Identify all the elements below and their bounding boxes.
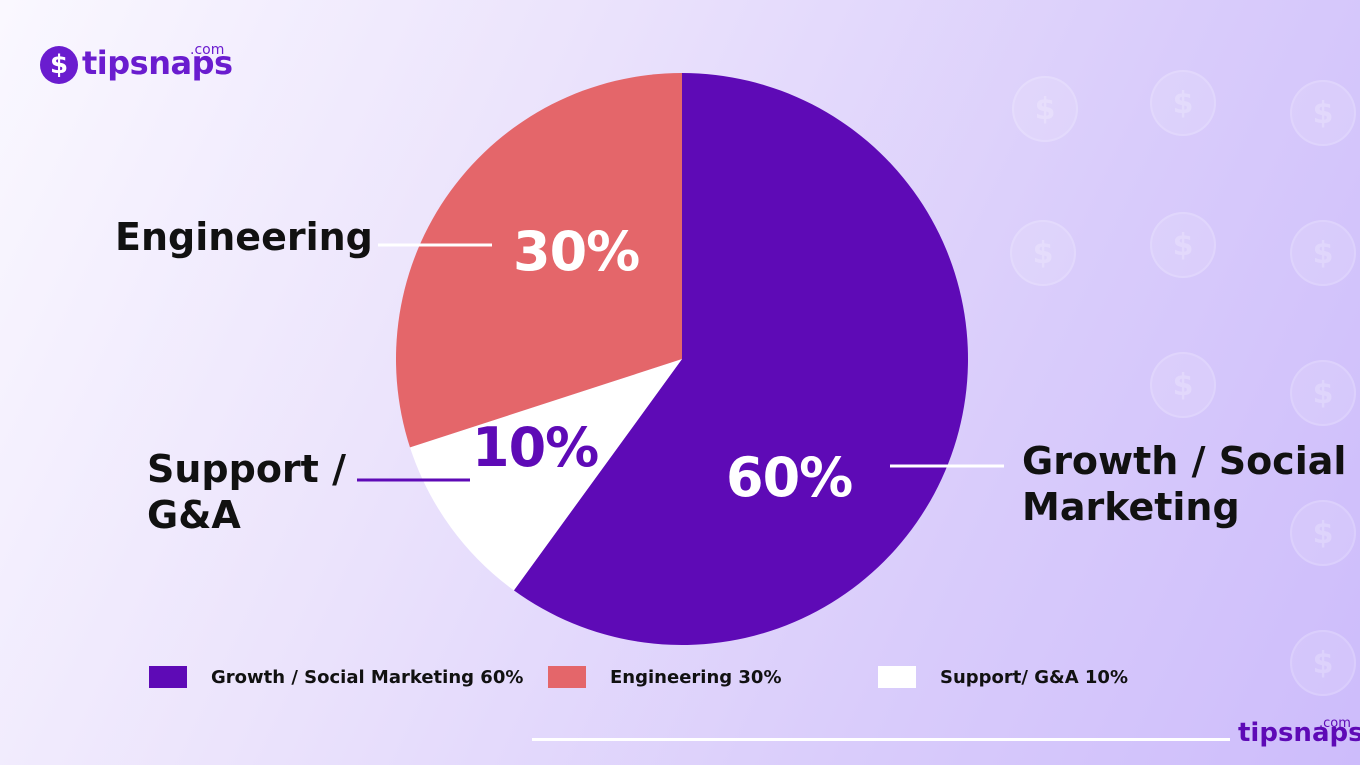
pie-slice-growth-social-marketing <box>513 73 969 645</box>
chart-legend: Growth / Social Marketing 60% Engineerin… <box>0 660 1360 700</box>
legend-label: Growth / Social Marketing 60% <box>211 666 524 688</box>
legend-swatch <box>548 666 586 688</box>
footer-logo-suffix: .com <box>1319 716 1351 731</box>
brand-logo-suffix: .com <box>190 42 225 58</box>
legend-swatch <box>149 666 187 688</box>
bg-coin-icon <box>1290 630 1356 696</box>
callout-engineering-text: Engineering <box>115 215 373 259</box>
bg-coin-icon <box>1150 212 1216 278</box>
bg-coin-icon <box>1290 360 1356 426</box>
pie-slices <box>396 73 969 645</box>
callout-engineering: Engineering <box>115 214 373 260</box>
callout-growth: Growth / Social Marketing <box>1022 438 1352 530</box>
slice-label-engineering: 30% <box>513 220 640 283</box>
bg-coin-icon <box>1010 220 1076 286</box>
bg-coin-icon <box>1150 70 1216 136</box>
pie-slice-support-g-a <box>409 359 682 591</box>
bg-coin-icon <box>1290 500 1356 566</box>
callout-growth-line1: Growth / Social <box>1022 439 1347 483</box>
brand-logo: $ tipsnaps .com <box>40 42 233 84</box>
pie-slice-engineering <box>396 73 682 448</box>
legend-item-engineering: Engineering 30% <box>548 666 782 688</box>
legend-swatch <box>878 666 916 688</box>
callout-support-line1: Support / <box>147 447 346 491</box>
callout-growth-line2: Marketing <box>1022 485 1240 529</box>
callout-support: Support / G&A <box>147 446 367 538</box>
dollar-coin-icon: $ <box>40 46 78 84</box>
footer-logo-text: tipsnaps <box>1238 718 1360 748</box>
bg-coin-icon <box>1290 220 1356 286</box>
legend-label: Support/ G&A 10% <box>940 666 1128 688</box>
legend-item-support: Support/ G&A 10% <box>878 666 1128 688</box>
brand-logo-text: tipsnaps <box>82 44 233 82</box>
legend-label: Engineering 30% <box>610 666 782 688</box>
bg-coin-icon <box>1290 80 1356 146</box>
slice-label-growth: 60% <box>726 446 853 509</box>
callout-support-line2: G&A <box>147 493 241 537</box>
footer-divider <box>532 738 1230 741</box>
bg-coin-icon <box>1012 76 1078 142</box>
slice-label-support: 10% <box>472 416 599 479</box>
legend-item-growth: Growth / Social Marketing 60% <box>149 666 523 688</box>
bg-coin-icon <box>1150 352 1216 418</box>
